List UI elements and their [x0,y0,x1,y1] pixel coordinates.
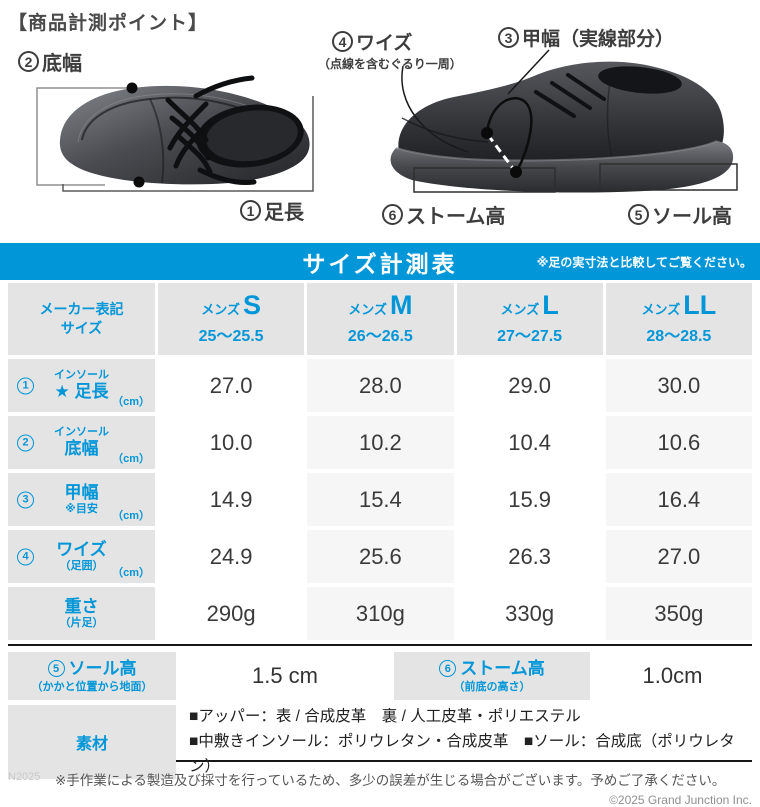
weight-value-l: 330g [505,600,555,626]
sole-width-value-s: 10.0 [209,429,253,455]
foot-length-value-s: 27.0 [209,372,253,398]
material-line-1: ■アッパー：表 / 合成皮革 裏 / 人工皮革・ポリエステル [189,708,581,725]
weight-value-m: 310g [307,587,454,640]
shoe-side-view-image [390,61,734,193]
material-text: ■アッパー：表 / 合成皮革 裏 / 人工皮革・ポリエステル ■中敷きインソール… [179,705,752,779]
column-header-mens-ll: メンズ LL 28～28.5 [605,283,752,355]
foot-length-value-m: 28.0 [307,359,454,412]
label-instep-width: 3 甲幅（実線部分） [498,24,674,51]
column-header-mens-s: メンズ S 25～25.5 [158,283,305,355]
foot-length-value-l: 29.0 [508,372,552,398]
material-line-2: ■中敷きインソール：ポリウレタン・合成皮革 ■ソール：合成底（ポリウレタン） [189,732,735,775]
storm-height-value: 1.0cm [642,663,703,688]
label-foot-length: 1 足長 [240,196,304,225]
divider-bottom [8,760,752,762]
sole-width-value-l: 10.4 [508,429,552,455]
size-chart-title: サイズ計測表 [302,250,458,277]
wise-value-m: 25.6 [307,530,454,583]
size-table: メーカー表記 サイズ メンズ S 25～25.5 メンズ M 26～26.5 メンズ… [8,283,752,640]
foot-length-value-ll: 30.0 [605,359,752,412]
wise-value-ll: 27.0 [605,530,752,583]
circled-number-1: 1 [240,200,261,221]
circled-number-5-cyan: 5 [47,660,65,678]
circled-number-4: 4 [332,31,353,52]
circled-number-6-cyan: 6 [439,660,457,678]
weight-value-ll: 350g [605,587,752,640]
material-row: 素材 ■アッパー：表 / 合成皮革 裏 / 人工皮革・ポリエステル ■中敷きイン… [8,705,752,780]
size-chart-header-bar: サイズ計測表 ※足の実寸法と比較してご覧ください。 [0,243,760,280]
column-header-mens-m: メンズ M 26～26.5 [307,283,454,355]
label-storm-height: 6 ストーム高 [382,200,505,229]
shoes-illustration [36,49,738,193]
instep-width-value-m: 15.4 [307,473,454,526]
side-view-measure-lines [401,49,738,193]
material-label: 素材 [8,705,176,780]
sole-width-value-ll: 10.6 [605,416,752,469]
product-code: N2025 [8,771,41,783]
label-wise: 4 ワイズ [332,28,412,55]
instep-width-value-ll: 16.4 [605,473,752,526]
column-header-mens-l: メンズ L 27～27.5 [456,283,603,355]
page-title: 【商品計測ポイント】 [8,13,209,34]
wise-value-l: 26.3 [508,543,552,569]
row-header-foot-length: 1 インソール ★ 足長 （cm） [8,359,155,412]
label-sole-height: 5 ソール高 [628,200,732,229]
row-header-weight: 重さ （片足） [8,587,155,640]
storm-height-cell: 6 ストーム高 （前底の高さ） [394,652,590,700]
instep-width-value-l: 15.9 [508,486,552,512]
shoe-top-view-image [59,75,310,188]
size-chart-note: ※足の実寸法と比較してご覧ください。 [536,255,752,269]
sole-height-value: 1.5 cm [251,663,319,688]
top-view-measure-lines [36,87,314,192]
footer: N2025 ※手作業による製造及び採寸を行っているため、多少の誤差が生じる場合が… [8,769,752,807]
disclaimer: ※手作業による製造及び採寸を行っているため、多少の誤差が生じる場合がございます。… [55,773,726,788]
row-header-wise: 4 ワイズ （足囲） （cm） [8,530,155,583]
circled-number-5: 5 [628,204,649,225]
sole-height-cell: 5 ソール高 （かかと位置から地面） [8,652,176,700]
weight-value-s: 290g [206,600,256,626]
row-header-instep-width: 3 甲幅 ※目安 （cm） [8,473,155,526]
circled-number-2: 2 [18,51,39,72]
heights-row: 5 ソール高 （かかと位置から地面） 1.5 cm 6 ストーム高 （前底の高さ… [8,652,752,700]
sole-width-value-m: 10.2 [307,416,454,469]
circled-number-6: 6 [382,204,403,225]
corner-header: メーカー表記 サイズ [8,283,155,355]
label-wise-note: （点線を含むぐるり一周） [318,57,462,71]
row-header-sole-width: 2 インソール 底幅 （cm） [8,416,155,469]
copyright: ©2025 Grand Junction Inc. [609,793,752,807]
instep-width-value-s: 14.9 [209,486,253,512]
label-sole-width: 2 底幅 [18,47,82,76]
measurement-diagram: 【商品計測ポイント】 2 底幅 1 足長 4 ワイズ （点線を含むぐるり一周） … [0,0,760,243]
divider-top [8,644,752,646]
circled-number-3: 3 [498,27,519,48]
wise-value-s: 24.9 [209,543,253,569]
